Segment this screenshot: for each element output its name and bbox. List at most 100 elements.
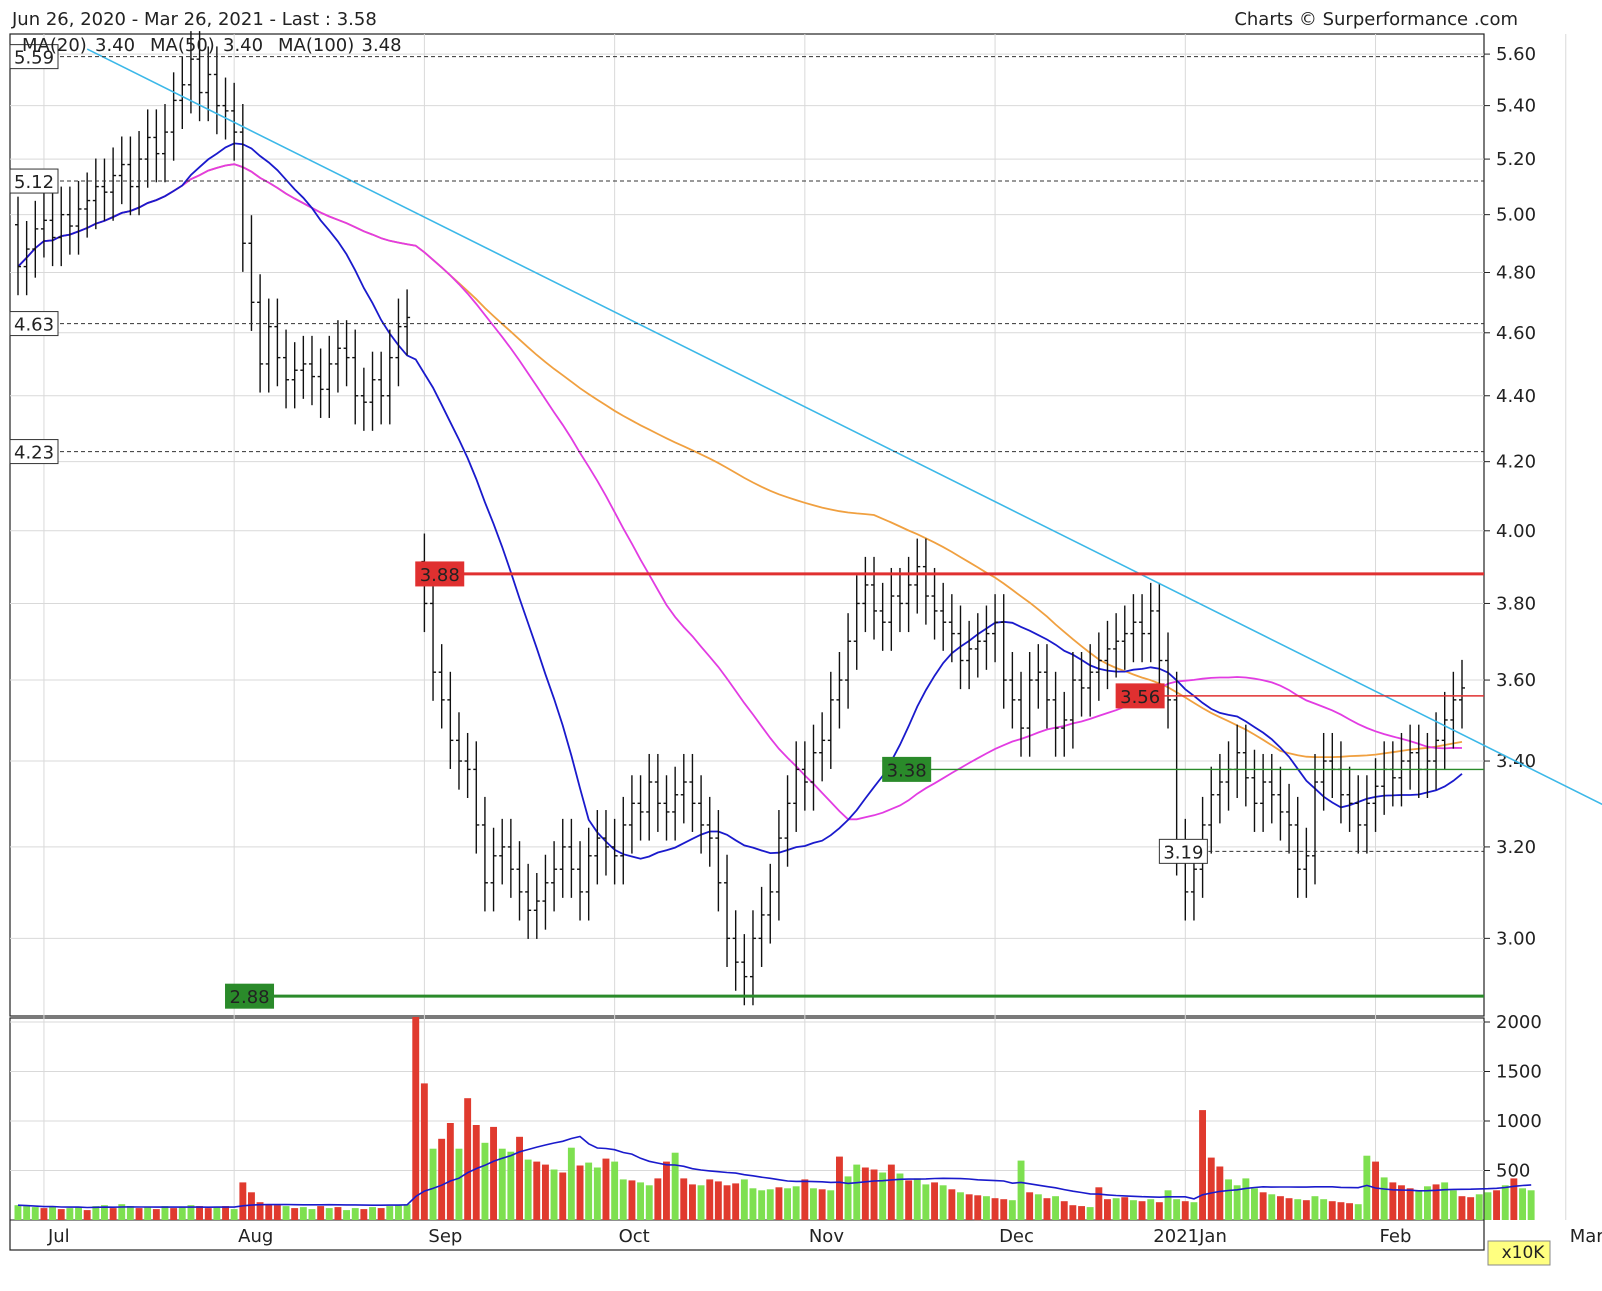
ohlc-bar	[274, 298, 281, 387]
ohlc-bar	[862, 556, 869, 633]
volume-bar	[395, 1205, 402, 1220]
volume-bar	[135, 1208, 143, 1220]
legend-label: MA(100)	[278, 35, 354, 56]
volume-bar	[1259, 1192, 1267, 1220]
volume-bar	[853, 1164, 861, 1220]
ohlc-bar	[1165, 632, 1172, 729]
level-label: 3.88	[420, 565, 460, 586]
ohlc-bar	[404, 289, 411, 356]
volume-bar	[412, 1017, 420, 1220]
volume-bar	[1380, 1177, 1388, 1220]
volume-bar	[239, 1182, 247, 1220]
volume-bar	[420, 1083, 428, 1220]
volume-bar	[23, 1206, 31, 1220]
level-label-box	[1115, 683, 1165, 709]
volume-bar	[974, 1195, 982, 1221]
volume-bar	[836, 1156, 843, 1220]
ohlc-bar	[110, 147, 117, 221]
ohlc-bar	[577, 841, 584, 921]
volume-bar	[1294, 1199, 1302, 1220]
ohlc-bar	[525, 863, 532, 939]
volume-bar	[1121, 1197, 1129, 1220]
ohlc-bar	[1320, 732, 1327, 811]
y-tick-label: 4.80	[1496, 262, 1536, 283]
volume-bar	[265, 1204, 273, 1220]
ohlc-bar	[1156, 582, 1163, 690]
volume-bar	[1052, 1196, 1059, 1220]
volume-bar	[196, 1206, 203, 1220]
y-tick-label: 4.40	[1496, 386, 1536, 407]
volume-bar	[1138, 1201, 1146, 1220]
volume-unit-label: x10K	[1502, 1243, 1546, 1263]
ohlc-bar	[49, 192, 56, 267]
ohlc-bar	[352, 329, 359, 425]
volume-tick-label: 500	[1496, 1161, 1530, 1182]
ohlc-bar	[1104, 620, 1111, 690]
volume-bar	[248, 1192, 255, 1220]
ohlc-bar	[680, 753, 687, 824]
volume-bar	[1484, 1192, 1492, 1220]
volume-bar	[1147, 1199, 1155, 1220]
ohlc-bar	[724, 854, 731, 967]
volume-bar	[1415, 1190, 1423, 1220]
volume-bar	[602, 1158, 610, 1220]
volume-bar	[14, 1205, 22, 1220]
volume-bar	[222, 1206, 229, 1220]
volume-bar	[758, 1190, 766, 1220]
volume-ma-line	[17, 1135, 1532, 1209]
volume-bar	[1078, 1206, 1085, 1220]
ohlc-bar	[1000, 594, 1007, 709]
ohlc-bar	[620, 796, 627, 885]
ohlc-bar	[127, 136, 134, 216]
volume-bar	[1112, 1198, 1120, 1220]
volume-bar	[1251, 1188, 1258, 1220]
ohlc-bar	[1277, 766, 1284, 841]
volume-bar	[1008, 1200, 1016, 1220]
ohlc-bar	[222, 77, 229, 140]
ohlc-bar	[1424, 732, 1431, 799]
level-label: 3.38	[887, 760, 927, 781]
ohlc-bar	[853, 575, 860, 670]
ohlc-bar	[611, 818, 618, 885]
volume-bar	[628, 1180, 636, 1220]
level-label-box	[9, 168, 59, 194]
volume-bar	[429, 1148, 437, 1220]
legend-value: 3.40	[95, 35, 135, 56]
volume-bar	[524, 1159, 532, 1220]
x-tick-label: Jul	[47, 1226, 70, 1247]
ohlc-bar	[1242, 724, 1249, 807]
level-label: 2.88	[230, 987, 270, 1008]
volume-bar	[983, 1196, 990, 1220]
volume-bar	[204, 1208, 212, 1220]
downtrend-line	[86, 48, 1602, 806]
volume-bar	[118, 1204, 126, 1220]
ohlc-bar	[118, 136, 125, 205]
ohlc-bar	[283, 329, 290, 409]
volume-bar	[144, 1207, 152, 1220]
volume-bar	[1302, 1200, 1310, 1220]
ohlc-bar	[845, 613, 852, 709]
volume-bar	[1069, 1205, 1077, 1220]
ohlc-bar	[1139, 594, 1146, 663]
volume-bar	[126, 1206, 134, 1220]
ohlc-bar	[914, 538, 921, 614]
y-tick-label: 5.60	[1496, 44, 1536, 65]
volume-bar	[1242, 1178, 1250, 1220]
ohlc-bar	[1441, 691, 1448, 769]
volume-bar	[1493, 1190, 1500, 1220]
ohlc-bar	[715, 810, 722, 912]
y-tick-label: 5.20	[1496, 149, 1536, 170]
volume-bar	[291, 1208, 299, 1220]
ohlc-bar	[326, 335, 333, 418]
volume-bar	[784, 1188, 791, 1220]
level-label: 5.59	[14, 48, 54, 69]
date-range-label: Jun 26, 2020 - Mar 26, 2021 - Last : 3.5…	[11, 9, 377, 30]
volume-bar	[637, 1182, 644, 1220]
volume-bar	[827, 1190, 835, 1220]
volume-bar	[775, 1187, 783, 1220]
ohlc-bar	[983, 605, 990, 670]
ohlc-bar	[896, 567, 903, 633]
ohlc-bar	[568, 818, 575, 898]
legend-value: 3.40	[223, 35, 263, 56]
